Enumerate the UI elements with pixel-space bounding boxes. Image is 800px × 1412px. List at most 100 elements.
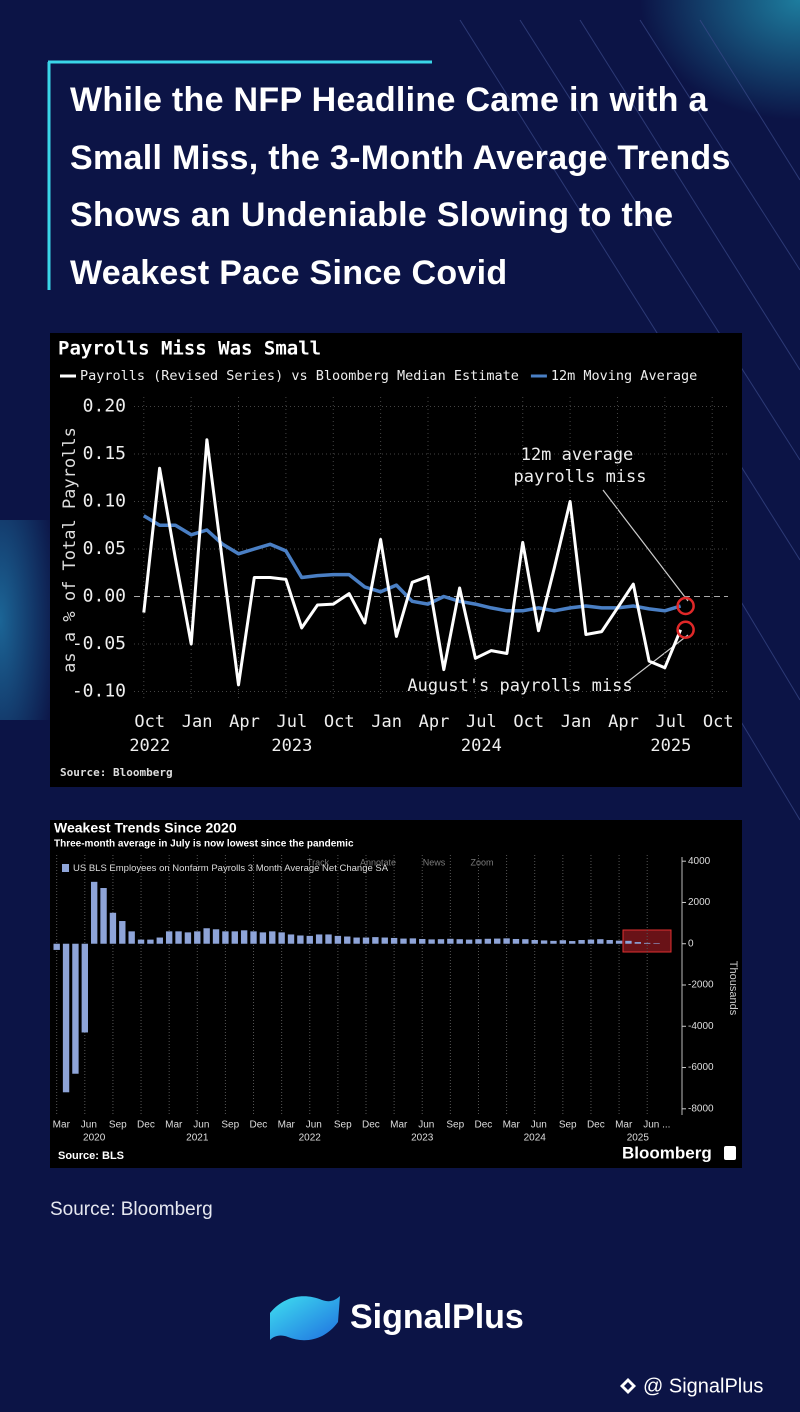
x-tick-label: Jun [418, 1120, 434, 1131]
bar [156, 937, 163, 944]
bar [362, 937, 370, 944]
x-tick-label: Jul [277, 712, 308, 732]
y-tick-label: -0.05 [72, 633, 126, 654]
chart-subtitle: Three-month average in July is now lowes… [54, 839, 354, 850]
y-tick-label: -6000 [688, 1062, 714, 1073]
bar [428, 939, 435, 944]
x-tick-label: Apr [608, 712, 639, 732]
annotation: August's payrolls miss [407, 676, 632, 696]
bar [644, 942, 651, 944]
x-tick-label: Mar [165, 1120, 183, 1131]
bar [419, 938, 426, 944]
bar [381, 937, 388, 944]
bar [128, 931, 135, 944]
bar [259, 932, 267, 944]
toolbar-item: Track [307, 857, 330, 867]
chart-source: Source: Bloomberg [60, 766, 173, 779]
x-tick-label: Dec [587, 1120, 605, 1131]
x-year-label: 2022 [299, 1133, 322, 1144]
x-tick-label: Oct [134, 712, 165, 732]
bar [437, 939, 445, 944]
bar [531, 940, 538, 944]
x-tick-label: Jun [193, 1120, 209, 1131]
page-source: Source: Bloomberg [50, 1199, 213, 1220]
legend-swatch [62, 864, 69, 872]
watermark-icon [620, 1378, 636, 1394]
x-tick-label: Dec [137, 1120, 155, 1131]
y-tick-label: 0 [688, 938, 694, 949]
bar [522, 939, 529, 944]
x-year-label: 2023 [271, 736, 312, 756]
y-tick-label: 0.00 [83, 586, 126, 607]
watermark: @ SignalPlus [643, 1375, 763, 1397]
y-tick-label: 2000 [688, 897, 711, 908]
bar [569, 941, 576, 944]
bar [512, 938, 520, 944]
y-tick-label: 4000 [688, 856, 711, 867]
bar [447, 938, 454, 944]
y-axis-label: Thousands [727, 961, 739, 1016]
x-tick-label: Jun [531, 1120, 547, 1131]
y-tick-label: -0.10 [72, 681, 126, 702]
x-tick-label: Dec [362, 1120, 380, 1131]
bar [212, 929, 220, 944]
bar [484, 938, 492, 944]
x-year-label: 2024 [461, 736, 502, 756]
x-tick-label: Sep [221, 1120, 239, 1131]
chart-panel [50, 333, 742, 787]
bar [625, 940, 632, 944]
page-title: While the NFP Headline Came in with a Sm… [70, 81, 731, 292]
bar [653, 943, 660, 944]
bar [456, 939, 463, 944]
bar [550, 940, 557, 944]
x-tick-label: Sep [559, 1120, 577, 1131]
bar [184, 932, 192, 944]
bar [344, 936, 351, 944]
x-year-label: 2025 [650, 736, 691, 756]
bar [559, 940, 567, 944]
bar [119, 921, 126, 944]
annotation-arrow [602, 489, 689, 602]
x-tick-label: Jan [182, 712, 213, 732]
bar [62, 943, 70, 1093]
x-tick-label: Apr [229, 712, 260, 732]
logo-icon [724, 1146, 736, 1160]
bar [400, 938, 407, 944]
x-tick-label: Jul [655, 712, 686, 732]
x-tick-label: Oct [703, 712, 734, 732]
bar [109, 912, 117, 944]
x-year-label: 2023 [411, 1133, 434, 1144]
bar [306, 935, 313, 944]
x-tick-label: Mar [503, 1120, 521, 1131]
x-tick-label: Apr [419, 712, 450, 732]
x-tick-label: Jan [561, 712, 592, 732]
bar [287, 934, 295, 944]
y-tick-label: -2000 [688, 980, 714, 991]
bar [175, 931, 182, 944]
bar [503, 938, 510, 944]
x-tick-label: Mar [53, 1120, 71, 1131]
x-year-label: 2025 [627, 1133, 650, 1144]
bar [147, 939, 154, 944]
x-tick-label: Mar [615, 1120, 633, 1131]
bar [100, 888, 107, 944]
bar [297, 935, 304, 944]
brand-name: SignalPlus [350, 1298, 524, 1336]
bar [231, 931, 238, 944]
bar [72, 943, 79, 1074]
bar [137, 939, 145, 944]
bar [606, 940, 613, 944]
decor-lines [459, 19, 800, 821]
x-tick-label: Sep [446, 1120, 464, 1131]
series-line [142, 438, 682, 687]
highlight-circle [676, 620, 695, 639]
y-tick-label: 0.05 [83, 538, 126, 559]
x-year-label: 2022 [129, 736, 170, 756]
x-tick-label: Jun [306, 1120, 322, 1131]
bar [53, 943, 60, 950]
chart-panel [50, 820, 742, 1168]
bar [90, 881, 98, 944]
chart-title: Payrolls Miss Was Small [58, 338, 321, 360]
